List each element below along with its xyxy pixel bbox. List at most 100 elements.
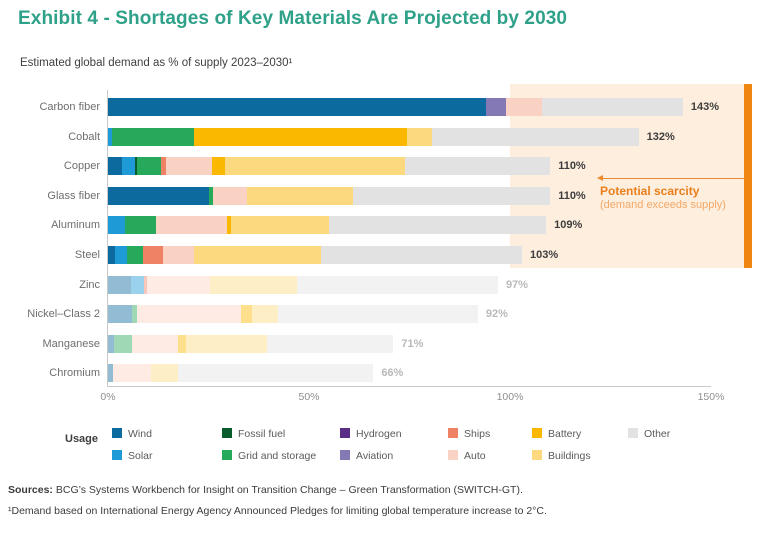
bar-segment-other (321, 246, 523, 264)
legend-swatch-icon (340, 450, 350, 460)
bar-track (108, 305, 478, 324)
annotation-subtitle: (demand exceeds supply) (600, 199, 726, 211)
material-label: Manganese (42, 337, 101, 350)
bar-segment-wind (108, 305, 133, 324)
table-row: Aluminum 109% (0, 216, 768, 235)
material-label: Zinc (79, 278, 100, 291)
legend-item-battery: Battery (532, 424, 581, 440)
bar-segment-aviation (485, 98, 506, 116)
table-row: Carbon fiber 143% (0, 98, 768, 116)
bar-track (108, 275, 498, 294)
legend-label: Other (644, 428, 671, 440)
legend-label: Hydrogen (356, 428, 402, 440)
bar-segment-other (431, 127, 639, 146)
value-label: 92% (485, 308, 508, 321)
legend-swatch-icon (448, 450, 458, 460)
bar-segment-grid-and-storage (112, 127, 195, 146)
bar-segment-other (296, 275, 498, 294)
page-title: Exhibit 4 - Shortages of Key Materials A… (18, 8, 568, 29)
bar-segment-wind (108, 157, 123, 176)
legend-item-grid-and-storage: Grid and storage (222, 446, 316, 462)
bar-segment-grid-and-storage (132, 305, 137, 324)
value-label: 109% (554, 219, 583, 232)
bar-track (108, 364, 374, 383)
bar-segment-wind (108, 246, 115, 264)
annotation-title: Potential scarcity (600, 184, 700, 198)
y-axis-line (107, 90, 108, 386)
bar-segment-auto (505, 98, 543, 116)
material-label: Steel (74, 249, 100, 261)
bar-segment-buildings (186, 334, 267, 353)
bar-segment-battery (194, 127, 408, 146)
bar-segment-auto (136, 305, 242, 324)
legend-item-fossil-fuel: Fossil fuel (222, 424, 285, 440)
x-axis-tick-label: 100% (496, 391, 524, 403)
bar-segment-auto (156, 216, 227, 235)
bar-segment-wind (108, 186, 209, 205)
bar-segment-auto (146, 275, 210, 294)
bar-segment-buildings (247, 186, 354, 205)
bar-segment-wind (108, 275, 131, 294)
bar-track (108, 157, 551, 176)
bar-segment-buildings (224, 157, 406, 176)
legend-item-ships: Ships (448, 424, 490, 440)
legend-label: Battery (548, 428, 582, 440)
bar-segment-battery (241, 305, 253, 324)
x-axis-tick-label: 50% (298, 391, 320, 403)
legend-swatch-icon (112, 428, 122, 438)
table-row: Zinc 97% (0, 275, 768, 294)
bar-segment-buildings (194, 246, 322, 264)
legend-swatch-icon (340, 428, 350, 438)
legend-item-aviation: Aviation (340, 446, 393, 462)
table-row: Copper 110% (0, 157, 768, 176)
annotation-arrow-line (603, 178, 744, 179)
legend-item-hydrogen: Hydrogen (340, 424, 402, 440)
value-label: 71% (401, 337, 424, 350)
legend-label: Solar (128, 450, 153, 462)
material-label: Glass fiber (47, 189, 100, 202)
legend-item-auto: Auto (448, 446, 486, 462)
bar-segment-other (266, 334, 394, 353)
bar-segment-auto (163, 246, 195, 264)
bar-segment-wind (108, 364, 113, 383)
value-label: 143% (690, 101, 719, 113)
bar-track (108, 246, 523, 264)
footnote-line: ¹Demand based on International Energy Ag… (8, 505, 547, 517)
bar-segment-other (177, 364, 374, 383)
legend-label: Grid and storage (238, 450, 317, 462)
bar-track (108, 216, 547, 235)
material-label: Nickel–Class 2 (27, 308, 100, 321)
value-label: 132% (646, 130, 675, 143)
legend-item-wind: Wind (112, 424, 152, 440)
bar-segment-buildings (252, 305, 279, 324)
scarcity-edge-bar (744, 84, 752, 268)
value-label: 110% (558, 189, 586, 202)
sources-text: BCG’s Systems Workbench for Insight on T… (52, 484, 523, 496)
bar-segment-auto (212, 186, 248, 205)
legend-label: Buildings (548, 450, 591, 462)
bar-segment-wind (108, 334, 115, 353)
legend-item-buildings: Buildings (532, 446, 591, 462)
bar-segment-grid-and-storage (208, 186, 213, 205)
sources-line: Sources: BCG’s Systems Workbench for Ins… (8, 484, 523, 496)
bar-segment-auto (166, 157, 213, 176)
bar-track (108, 186, 551, 205)
bar-segment-buildings (209, 275, 297, 294)
bar-segment-grid-and-storage (136, 157, 162, 176)
bar-segment-other (542, 98, 683, 116)
x-axis-tick-label: 150% (697, 391, 725, 403)
table-row: Steel 103% (0, 246, 768, 264)
bar-segment-solar (114, 246, 127, 264)
bar-segment-other (405, 157, 551, 176)
bar-segment-grid-and-storage (114, 334, 133, 353)
bar-segment-grid-and-storage (125, 216, 157, 235)
bar-segment-auto (132, 334, 179, 353)
bar-segment-buildings (231, 216, 330, 235)
x-axis-tick-label: 0% (100, 391, 116, 403)
bar-segment-other (329, 216, 547, 235)
bar-segment-auto (112, 364, 151, 383)
bar-segment-battery (226, 216, 232, 235)
bar-segment-solar (122, 157, 135, 176)
legend-swatch-icon (222, 450, 232, 460)
bar-track (108, 334, 394, 353)
